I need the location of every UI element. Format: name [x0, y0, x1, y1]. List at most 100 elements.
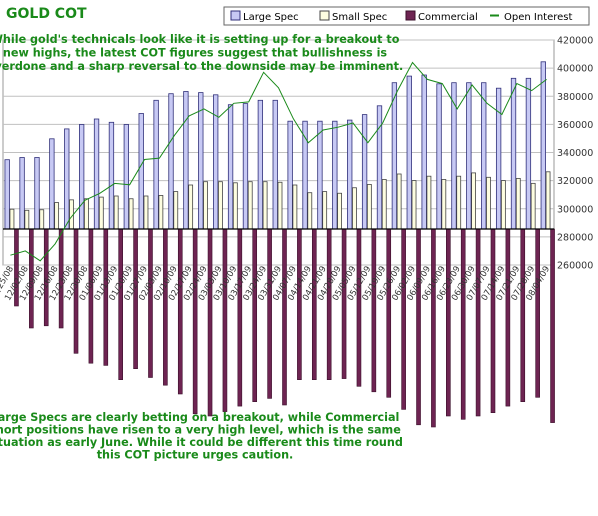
annotation-line: situation as early June. While it could …: [0, 436, 403, 449]
y-tick-label: 400000: [557, 64, 593, 75]
large-spec-bar: [317, 120, 323, 230]
open-interest-line: [10, 61, 547, 262]
commercial-bar: [237, 228, 243, 407]
commercial-bar: [311, 228, 317, 380]
small-spec-bar: [471, 172, 476, 230]
small-spec-bar: [322, 191, 328, 230]
large-spec-bar: [34, 157, 40, 230]
small-spec-bar: [486, 176, 491, 230]
small-spec-bar: [530, 182, 536, 230]
large-spec-bar: [123, 124, 129, 230]
commercial-bar: [356, 228, 362, 387]
small-spec-bar: [426, 175, 432, 230]
legend: Large Spec Small Spec Commercial Open In…: [223, 6, 590, 26]
commercial-bar: [192, 228, 198, 415]
small-spec-bar: [366, 184, 372, 230]
large-spec-bar: [287, 120, 293, 230]
large-spec-bar: [332, 120, 338, 230]
large-spec-bar: [510, 77, 517, 230]
large-spec-bar: [257, 99, 264, 230]
y-tick-label: 280000: [557, 232, 593, 243]
annotation-line: short positions have risen to a very hig…: [0, 424, 401, 437]
small-spec-bar: [143, 195, 149, 230]
commercial-bar: [475, 228, 481, 417]
commercial-bar: [163, 228, 168, 386]
large-spec-bar: [421, 74, 427, 230]
legend-label-large-spec: Large Spec: [243, 12, 299, 23]
commercial-bar: [133, 228, 138, 369]
y-axis-right: 260000 280000 300000 320000 340000 360000 3800…: [557, 36, 593, 272]
commercial-bar: [177, 228, 183, 395]
small-spec-bar: [307, 192, 313, 230]
large-spec-bar: [525, 77, 532, 230]
annotation-top: While gold's technicals look like it is …: [0, 33, 403, 73]
y-tick-label: 340000: [557, 148, 593, 159]
small-spec-bar: [277, 181, 283, 230]
large-spec-bar: [361, 114, 368, 230]
commercial-bar: [446, 228, 451, 417]
commercial-bar: [460, 228, 466, 420]
large-spec-bar: [93, 118, 100, 230]
large-spec-bar: [4, 159, 10, 230]
large-spec-bar: [376, 105, 383, 230]
small-spec-bar: [352, 187, 357, 230]
large-spec-bar: [138, 113, 144, 230]
small-spec-bar: [84, 198, 89, 230]
annotation-line: Large Specs are clearly betting on a bre…: [0, 411, 399, 424]
large-spec-bar: [198, 92, 204, 230]
legend-label-open-interest: Open Interest: [504, 12, 573, 23]
annotation-line: overdone and a sharp reversal to the dow…: [0, 60, 403, 73]
y-tick-label: 380000: [557, 92, 593, 103]
legend-swatch-commercial: [405, 10, 416, 21]
small-spec-bar: [218, 181, 223, 230]
commercial-bar: [401, 228, 406, 410]
commercial-bar: [341, 228, 347, 379]
small-spec-bar: [128, 198, 134, 230]
small-spec-bar: [396, 173, 402, 230]
small-spec-bar: [173, 191, 179, 230]
commercial-bar: [297, 228, 302, 380]
commercial-bar: [118, 228, 123, 380]
large-spec-bar: [451, 82, 457, 230]
annotation-line: this COT picture urges caution.: [97, 449, 294, 462]
small-spec-bar: [456, 175, 462, 230]
large-spec-bar: [79, 124, 85, 230]
small-spec-bar: [98, 196, 104, 230]
large-spec-bar: [466, 82, 472, 230]
small-spec-bar: [545, 171, 551, 230]
y-tick-label: 300000: [557, 204, 593, 215]
small-spec-bar: [515, 177, 521, 230]
commercial-bar: [550, 228, 555, 423]
small-spec-bar: [247, 181, 253, 230]
small-spec-bar: [158, 195, 164, 230]
x-axis: 11/25/0812/02/0812/09/0812/16/0812/23/08…: [0, 264, 552, 302]
large-spec-bar: [540, 61, 546, 230]
large-spec-bar: [436, 83, 442, 230]
commercial-bar: [431, 228, 436, 428]
small-spec-bar: [232, 182, 238, 230]
commercial-bar: [520, 228, 526, 402]
y-tick-label: 260000: [557, 261, 593, 272]
large-spec-bar: [272, 99, 278, 230]
large-spec-bar: [108, 121, 115, 230]
legend-label-commercial: Commercial: [418, 12, 478, 23]
large-spec-bar: [49, 138, 55, 230]
legend-swatch-small-spec: [319, 10, 330, 21]
annotation-bottom: Large Specs are clearly betting on a bre…: [0, 411, 403, 462]
legend-swatch-large-spec: [230, 10, 241, 21]
commercial-bar: [535, 228, 540, 398]
large-spec-bar: [19, 157, 25, 230]
small-spec-bar: [203, 181, 208, 230]
small-spec-bar: [262, 181, 268, 230]
commercial-bar: [326, 228, 332, 380]
small-spec-bar: [188, 184, 194, 230]
large-spec-bar: [64, 128, 70, 230]
annotation-line: While gold's technicals look like it is …: [0, 33, 400, 46]
commercial-bar: [490, 228, 496, 413]
small-spec-bar: [54, 202, 60, 230]
small-spec-bar: [39, 209, 45, 230]
small-spec-bar: [292, 184, 298, 230]
commercial-bar: [222, 228, 228, 412]
commercial-bar: [505, 228, 511, 407]
